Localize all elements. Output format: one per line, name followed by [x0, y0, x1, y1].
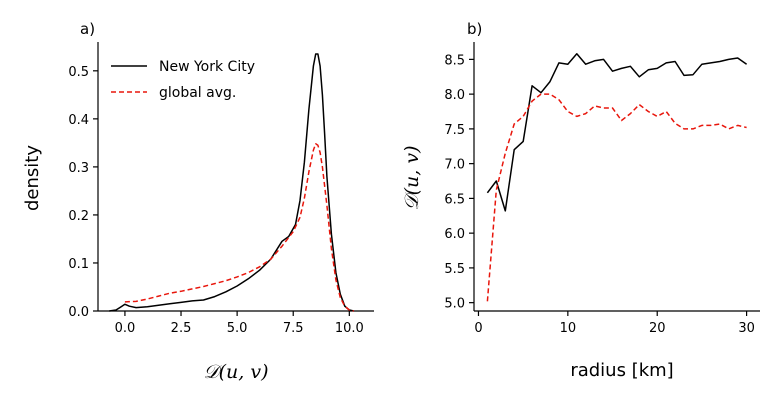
- panel-a-x-ticks: 0.0 2.5 5.0 7.5 10.0: [115, 311, 364, 336]
- panel-b-x-label: radius [km]: [570, 360, 673, 381]
- panel-b-y-tick-label: 8.5: [444, 53, 465, 68]
- panel-a-series-nyc-line: [109, 53, 354, 312]
- panel-b-label: b): [467, 20, 482, 38]
- panel-b-x-tick-label: 30: [738, 321, 755, 336]
- panel-a-x-label: 𝒟(u, v): [203, 361, 268, 383]
- panel-b-x-tick-label: 0: [474, 321, 482, 336]
- panel-b-y-tick-label: 8.0: [444, 88, 465, 103]
- panel-a-y-tick-label: 0.5: [68, 65, 89, 80]
- panel-b-y-tick-label: 6.5: [444, 192, 465, 207]
- panel-b-y-tick-label: 5.0: [444, 297, 465, 312]
- panel-a-x-tick-label: 10.0: [335, 321, 364, 336]
- chart-panel-b: b) 0 10 20 30 5.0 5.5 6.0 6.5 7.0 7.5 8.0 8.5 𝒟(u,…: [401, 20, 760, 381]
- panel-b-x-tick-label: 20: [649, 321, 666, 336]
- panel-a-y-tick-label: 0.2: [68, 209, 89, 224]
- panel-b-y-tick-label: 5.5: [444, 262, 465, 277]
- panel-a-y-tick-label: 0.3: [68, 161, 89, 176]
- chart-panel-a: a) 0.0 2.5 5.0 7.5 10.0 0.0 0.1 0.2 0.3 0.4 0.5 d…: [22, 20, 374, 383]
- legend-label-nyc: New York City: [159, 59, 255, 75]
- panel-a-x-tick-label: 0.0: [115, 321, 136, 336]
- panel-a-y-tick-label: 0.1: [68, 257, 89, 272]
- panel-b-series-nyc-line: [486, 53, 748, 212]
- panel-a-y-ticks: 0.0 0.1 0.2 0.3 0.4 0.5: [68, 65, 98, 320]
- panel-b-series-global-line: [486, 93, 747, 302]
- panel-b-y-tick-label: 6.0: [444, 227, 465, 242]
- legend-label-global: global avg.: [159, 85, 236, 101]
- panel-a-x-tick-label: 5.0: [227, 321, 248, 336]
- panel-a-x-tick-label: 7.5: [283, 321, 304, 336]
- panel-b-y-ticks: 5.0 5.5 6.0 6.5 7.0 7.5 8.0 8.5: [444, 53, 474, 312]
- panel-a-series-global-line: [124, 143, 354, 312]
- panel-b-y-tick-label: 7.5: [444, 123, 465, 138]
- panel-a-y-label: density: [22, 145, 43, 211]
- panel-b-x-ticks: 0 10 20 30: [474, 311, 755, 336]
- panel-a-x-tick-label: 2.5: [171, 321, 192, 336]
- panel-a-y-tick-label: 0.0: [68, 305, 89, 320]
- panel-a-label: a): [80, 20, 95, 38]
- panel-b-series: [486, 53, 748, 302]
- panel-b-y-label: 𝒟(u, v): [401, 145, 423, 210]
- panel-b-y-tick-label: 7.0: [444, 158, 465, 173]
- panel-a-y-tick-label: 0.4: [68, 113, 89, 128]
- panel-b-x-tick-label: 10: [560, 321, 577, 336]
- legend: New York City global avg.: [111, 59, 255, 101]
- panel-a-series: [109, 53, 354, 312]
